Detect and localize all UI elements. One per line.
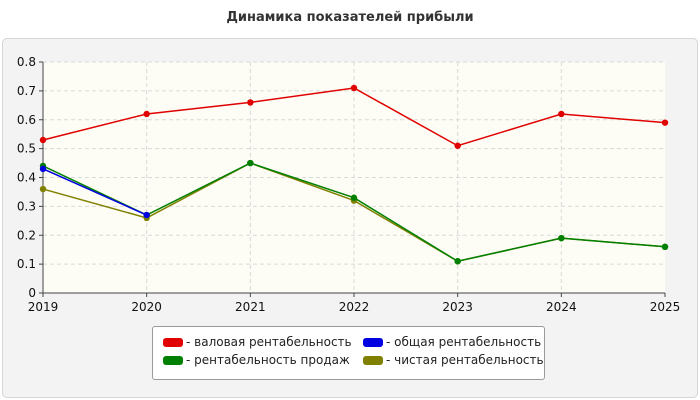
x-tick-label: 2024 xyxy=(546,300,577,314)
y-tick-label: 0 xyxy=(28,286,36,300)
data-point xyxy=(247,159,254,167)
series-0 xyxy=(39,84,669,149)
y-tick-label: 0.3 xyxy=(17,199,36,213)
y-tick-label: 0.6 xyxy=(17,113,36,127)
data-point xyxy=(661,243,669,250)
y-tick-label: 0.1 xyxy=(17,257,36,271)
data-point xyxy=(454,258,461,265)
data-point xyxy=(39,165,47,173)
x-tick-label: 2022 xyxy=(339,300,370,314)
y-tick-label: 0.4 xyxy=(17,171,36,185)
legend-label: - рентабельность продаж xyxy=(186,353,350,367)
x-tick-label: 2021 xyxy=(235,300,266,314)
legend-swatch xyxy=(163,355,183,365)
x-tick-label: 2025 xyxy=(650,300,681,314)
legend-swatch xyxy=(363,337,383,347)
data-point xyxy=(350,194,358,201)
legend-swatch xyxy=(363,355,383,365)
legend-label: - чистая рентабельность xyxy=(386,353,544,367)
data-point xyxy=(39,136,47,144)
legend-label: - общая рентабельность xyxy=(386,335,542,349)
legend-item: - чистая рентабельность xyxy=(363,353,544,367)
series-line xyxy=(42,168,147,216)
x-tick-label: 2020 xyxy=(131,300,162,314)
y-tick-label: 0.5 xyxy=(17,142,36,156)
data-point xyxy=(143,211,150,219)
legend-swatch xyxy=(163,337,183,347)
series-1 xyxy=(39,165,150,219)
x-tick-label: 2023 xyxy=(442,300,473,314)
data-point xyxy=(247,99,254,106)
legend: - валовая рентабельность - общая рентабе… xyxy=(152,326,545,380)
x-tick-label: 2019 xyxy=(28,300,59,314)
legend-item: - общая рентабельность xyxy=(363,335,541,349)
legend-item: - рентабельность продаж xyxy=(163,353,350,367)
legend-item: - валовая рентабельность xyxy=(163,335,352,349)
y-tick-label: 0.7 xyxy=(17,84,36,98)
y-tick-label: 0.8 xyxy=(17,55,36,69)
data-point xyxy=(143,110,150,118)
data-point xyxy=(454,142,461,149)
data-point xyxy=(39,185,47,193)
data-point xyxy=(661,119,669,126)
legend-label: - валовая рентабельность xyxy=(186,335,352,349)
chart-title: Динамика показателей прибыли xyxy=(226,10,474,25)
y-tick-label: 0.2 xyxy=(17,228,36,242)
data-point xyxy=(558,110,565,118)
data-point xyxy=(558,234,565,242)
data-point xyxy=(350,84,358,92)
